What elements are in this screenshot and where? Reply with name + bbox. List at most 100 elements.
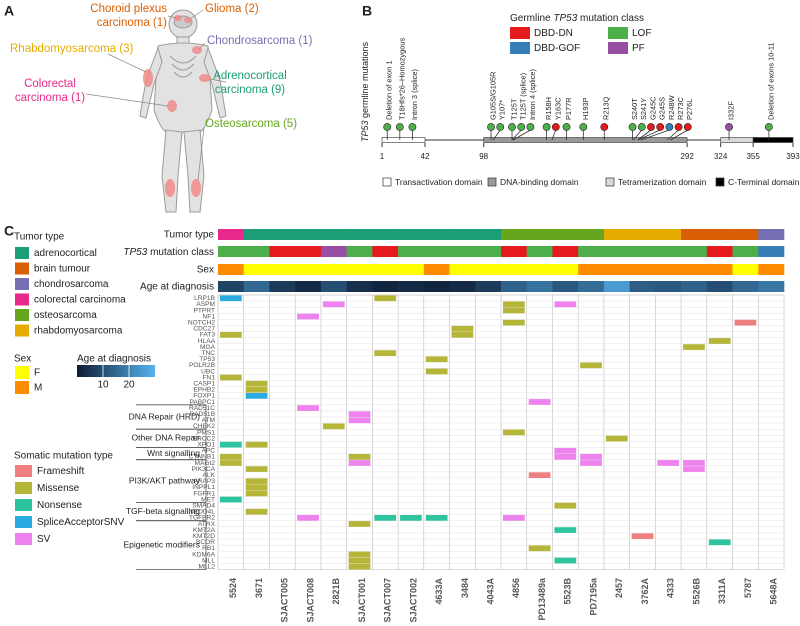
x-tick-label: 324 [714,152,728,161]
annotation-cell [423,246,450,257]
y-axis-label-part: TP53 [360,121,370,143]
annotation-cell [475,246,502,257]
colorbar-tick-label: 20 [123,380,135,391]
annotation-cell [398,229,425,240]
annotation-cell [320,281,347,292]
legend-label: DBD-GOF [534,43,580,54]
gene-label: SMAD4 [192,503,215,510]
gene-label: KMT2A [193,527,216,534]
mutation-cell [631,533,654,539]
panel-letter: C [4,223,14,239]
mutation-cell [348,563,371,570]
gene-label: MAGI2 [194,460,215,467]
gene-label: CASP1 [193,381,215,388]
legend-swatch [15,465,32,477]
legend-swatch [608,27,628,39]
mutation-label: S241Y [639,98,648,120]
annotation-cell [449,229,476,240]
gene-label: FN1 [203,374,216,381]
annotation-cell [475,264,502,275]
annotation-cell [346,281,373,292]
annotation-cell [372,264,399,275]
mutation-cell [348,521,371,527]
mutation-cell [297,313,319,320]
gene-label: ARAP3 [193,478,215,485]
panel-letter: B [362,3,372,19]
annotation-cell [629,246,656,257]
annotation-cell [732,264,759,275]
mutation-label: Intron 4 (splice) [528,69,537,120]
y-axis-label: TP53 germline mutations [360,41,370,142]
sample-label: 4856 [511,578,521,598]
legend-swatch [15,482,32,494]
y-axis-label-part: germline mutations [360,41,370,120]
annotation-cell [295,246,322,257]
annotation-cell [552,229,579,240]
mutation-label: T125T (splice) [519,73,528,120]
mutation-cell [220,454,242,460]
annotation-cell [578,264,605,275]
mutation-label: Y107* [498,100,507,120]
age-colorbar [77,365,155,377]
track-label: Sex [197,265,214,276]
sample-label: 5523B [563,578,573,605]
site-label: carcinoma (9) [215,84,285,96]
gene-label: NOTCH2 [188,320,215,327]
annotation-cell [732,246,759,257]
lollipop-head [383,123,392,131]
annotation-cell [526,264,553,275]
annotation-cell [218,281,245,292]
annotation-cell [603,281,630,292]
mutation-cell [708,539,731,546]
domain-legend-label: C-Terminal domain [728,177,800,187]
lollipop-stem [512,129,531,141]
legend-swatch [510,42,530,54]
gene-label: TP53 [199,356,215,363]
annotation-cell [603,246,630,257]
annotation-cell [655,281,682,292]
mutation-cell [683,460,705,466]
mutation-cell [220,374,242,381]
gene-label: MLL [202,557,215,564]
group-bracket [136,520,207,570]
lollipop-head [517,123,526,131]
legend-swatch [15,247,29,259]
annotation-cell [398,246,425,257]
mutation-cell [503,301,525,308]
sample-label: 4633A [434,578,444,605]
mutation-label: P177R [564,97,573,120]
annotation-cell [501,264,528,275]
mutation-label: Y163C [553,97,562,120]
annotation-cell [243,264,270,275]
lollipop-head [637,123,646,131]
legend-swatch [15,293,29,306]
legend-label: osteosarcoma [34,310,97,321]
mutation-label: Intron 3 (splice) [410,69,419,120]
annotation-cell [655,229,682,240]
legend-swatch [15,516,32,528]
gene-label: ATM [202,417,215,424]
lollipop-head [551,123,560,131]
group-label: PI3K/AKT pathway [129,475,201,485]
mutation-label: R213Q [602,96,611,120]
legend-label: Frameshift [37,466,84,477]
x-tick-label: 355 [746,152,760,161]
sample-label: 5648A [769,578,779,605]
annotation-cell [218,264,245,275]
sample-label: 2821B [331,578,341,605]
annotation-cell [449,246,476,257]
sample-label: 3671 [254,578,264,598]
annotation-cell [449,281,476,292]
mutation-cell [734,319,757,326]
mutation-cell [554,454,577,460]
legend-swatch [15,381,29,394]
annotation-cell [732,281,759,292]
mutation-cell [425,515,448,521]
annotation-cell [629,281,656,292]
annotation-cell [629,229,656,240]
legend-swatch [15,533,32,545]
annotation-cell [706,246,733,257]
annotation-cell [269,281,296,292]
annotation-cell [681,246,708,257]
mutation-cell [554,502,577,509]
